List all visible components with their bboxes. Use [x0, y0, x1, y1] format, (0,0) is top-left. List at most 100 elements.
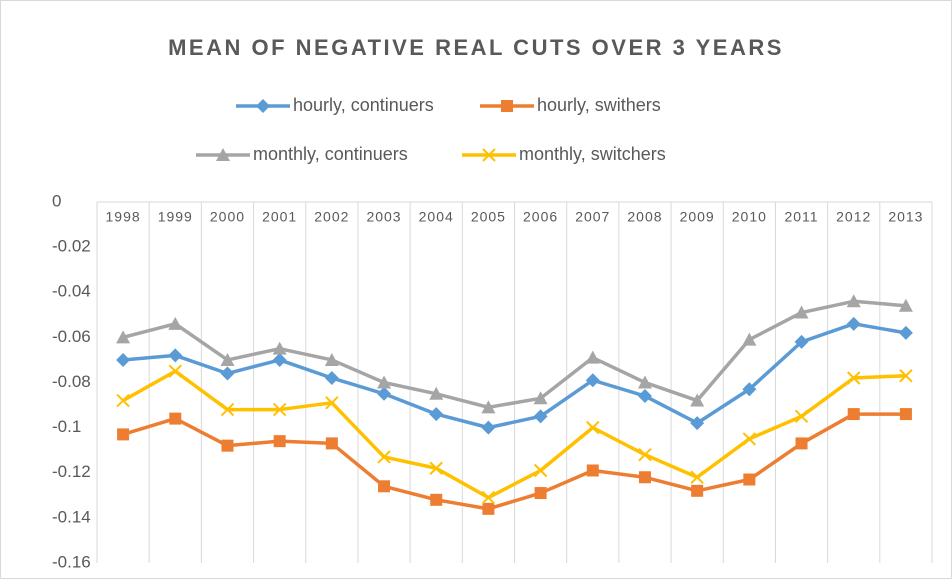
marker	[743, 473, 756, 486]
marker	[325, 437, 338, 450]
x-tick-label: 2012	[836, 209, 871, 225]
legend-label: hourly, swithers	[537, 95, 661, 115]
marker	[742, 332, 757, 346]
x-tick-label: 2009	[680, 209, 715, 225]
marker	[533, 409, 548, 424]
marker	[690, 470, 704, 484]
marker	[221, 439, 234, 452]
x-tick-label: 2008	[627, 209, 662, 225]
marker	[690, 416, 705, 431]
marker	[272, 402, 287, 417]
marker	[272, 352, 287, 367]
marker	[899, 369, 913, 383]
series	[116, 316, 913, 435]
x-tick-label: 2002	[314, 209, 349, 225]
y-tick-label: -0.12	[52, 462, 91, 481]
marker	[585, 350, 600, 364]
marker	[899, 408, 912, 421]
y-tick-label: -0.1	[52, 417, 81, 436]
x-tick-label: 2004	[419, 209, 454, 225]
marker	[637, 389, 652, 404]
series	[116, 364, 913, 505]
marker	[117, 428, 130, 441]
x-tick-label: 2013	[888, 209, 923, 225]
marker	[898, 298, 913, 312]
marker	[533, 391, 548, 405]
marker	[273, 435, 286, 448]
marker	[377, 450, 391, 464]
marker	[272, 341, 287, 355]
x-tick-label: 2007	[575, 209, 610, 225]
legend-label: monthly, continuers	[253, 144, 408, 164]
legend-label: hourly, continuers	[293, 95, 434, 115]
marker	[220, 402, 235, 417]
marker	[482, 148, 496, 162]
marker	[742, 432, 757, 446]
marker	[794, 334, 809, 349]
marker	[220, 352, 235, 366]
legend-label: monthly, switchers	[519, 144, 666, 164]
y-tick-label: -0.16	[52, 552, 91, 571]
marker	[637, 375, 652, 389]
x-tick-label: 2001	[262, 209, 297, 225]
marker	[429, 461, 443, 475]
marker	[638, 447, 652, 462]
marker	[324, 370, 339, 385]
x-tick-label: 2006	[523, 209, 558, 225]
marker	[898, 325, 913, 340]
legend-entry: monthly, switchers	[462, 144, 666, 164]
marker	[116, 352, 131, 367]
x-tick-label: 2003	[366, 209, 401, 225]
marker	[169, 412, 182, 425]
marker	[533, 463, 548, 478]
marker	[430, 493, 443, 506]
x-tick-label: 1999	[158, 209, 193, 225]
marker	[586, 420, 600, 435]
marker	[168, 364, 182, 378]
marker	[847, 371, 861, 385]
series-line	[122, 369, 906, 500]
marker	[846, 316, 861, 331]
x-tick-label: 2000	[210, 209, 245, 225]
marker	[256, 99, 270, 113]
x-tick-label: 2005	[471, 209, 506, 225]
marker	[220, 366, 235, 381]
legend-entry: hourly, swithers	[480, 95, 661, 115]
marker	[216, 148, 230, 161]
marker	[429, 407, 444, 422]
x-tick-label: 2010	[732, 209, 767, 225]
marker	[846, 294, 861, 308]
marker	[324, 352, 339, 366]
marker	[116, 330, 131, 344]
marker	[586, 464, 599, 477]
x-tick-label: 2011	[784, 209, 818, 225]
series	[116, 294, 913, 414]
marker	[847, 408, 860, 421]
marker	[429, 386, 444, 400]
series-line	[122, 412, 906, 511]
marker	[481, 490, 496, 505]
marker	[795, 437, 808, 450]
series-line	[122, 299, 907, 410]
x-tick-label: 1998	[106, 209, 141, 225]
y-tick-label: -0.04	[52, 282, 91, 301]
marker	[638, 471, 651, 484]
marker	[377, 386, 392, 401]
series-line	[122, 322, 907, 430]
y-tick-label: 0	[52, 191, 61, 210]
legend-entry: monthly, continuers	[196, 144, 408, 164]
marker	[325, 396, 339, 410]
marker	[794, 409, 809, 424]
y-tick-label: -0.14	[52, 507, 91, 526]
marker	[691, 484, 704, 497]
marker	[501, 100, 513, 112]
marker	[534, 487, 547, 500]
marker	[168, 348, 183, 363]
marker	[481, 420, 496, 435]
marker	[168, 316, 183, 330]
marker	[690, 393, 705, 407]
marker	[481, 400, 496, 414]
marker	[377, 375, 392, 389]
y-tick-label: -0.02	[52, 237, 91, 256]
